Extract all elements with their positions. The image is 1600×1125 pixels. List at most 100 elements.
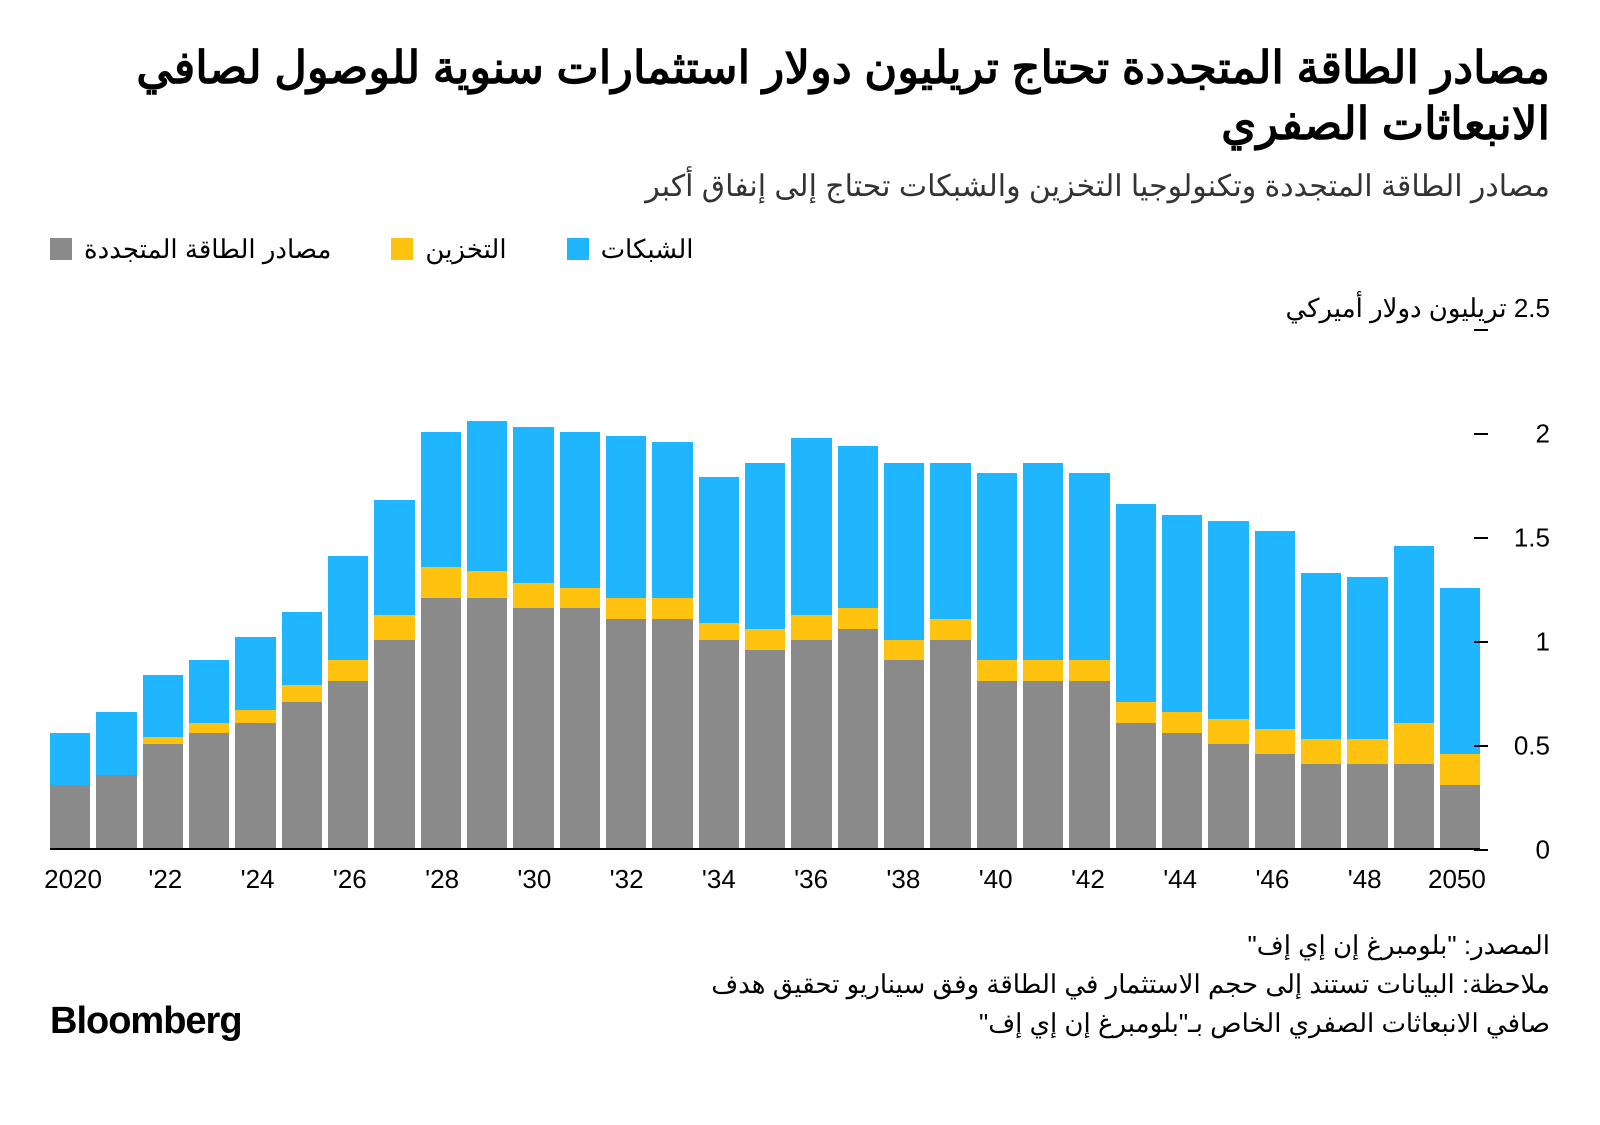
bar xyxy=(1440,588,1480,848)
bar-segment-storage xyxy=(513,583,553,608)
bar-segment-renewables xyxy=(745,650,785,848)
bar-segment-grids xyxy=(328,556,368,660)
bar-segment-storage xyxy=(1255,729,1295,754)
bar xyxy=(1347,577,1387,847)
bar-segment-storage xyxy=(1440,754,1480,785)
bar-segment-storage xyxy=(1394,723,1434,765)
bar-segment-storage xyxy=(838,608,878,629)
bar-segment-grids xyxy=(1116,504,1156,702)
bar-segment-grids xyxy=(652,442,692,598)
chart-area: 00.511.52 2020'22'24'26'28'30'32'34'36'3… xyxy=(50,330,1550,890)
bar-segment-storage xyxy=(282,685,322,702)
x-tick-label: '26 xyxy=(333,864,367,895)
bar-segment-grids xyxy=(791,438,831,615)
y-tick-mark xyxy=(1474,641,1488,643)
bar xyxy=(1208,521,1248,848)
bar xyxy=(930,463,970,848)
bar-segment-grids xyxy=(977,473,1017,660)
x-tick-label: '44 xyxy=(1163,864,1197,895)
bar-segment-grids xyxy=(745,463,785,629)
bar-segment-renewables xyxy=(1208,744,1248,848)
legend-label-storage: التخزين xyxy=(425,234,506,265)
bar-segment-renewables xyxy=(560,608,600,847)
bar-segment-storage xyxy=(652,598,692,619)
brand-logo: Bloomberg xyxy=(50,1000,242,1043)
bar xyxy=(606,436,646,848)
bar xyxy=(421,432,461,848)
bar-segment-storage xyxy=(1069,660,1109,681)
x-tick-label: '42 xyxy=(1071,864,1105,895)
bar-segment-renewables xyxy=(884,660,924,847)
x-tick-label: '48 xyxy=(1348,864,1382,895)
bar-segment-renewables xyxy=(513,608,553,847)
y-axis-unit-label: 2.5 تريليون دولار أميركي xyxy=(50,293,1550,324)
bar-segment-storage xyxy=(791,615,831,640)
legend-swatch-renewables xyxy=(50,238,72,260)
bar-segment-grids xyxy=(50,733,90,785)
bar-segment-grids xyxy=(282,612,322,685)
y-tick-label: 0.5 xyxy=(1490,730,1550,761)
y-tick-label: 1 xyxy=(1490,626,1550,657)
bar-segment-grids xyxy=(884,463,924,640)
y-tick-mark xyxy=(1474,433,1488,435)
bars-container xyxy=(50,330,1480,850)
bar-segment-storage xyxy=(606,598,646,619)
bar-segment-grids xyxy=(143,675,183,737)
bar xyxy=(1069,473,1109,847)
bar-segment-renewables xyxy=(1440,785,1480,847)
bar xyxy=(745,463,785,848)
bar xyxy=(1301,573,1341,848)
bar-segment-grids xyxy=(1440,588,1480,754)
y-tick-label: 2 xyxy=(1490,418,1550,449)
x-tick-label: '36 xyxy=(794,864,828,895)
bar xyxy=(189,660,229,847)
x-tick-label: '28 xyxy=(425,864,459,895)
x-tick-label: '32 xyxy=(610,864,644,895)
y-tick-mark xyxy=(1474,537,1488,539)
bar-segment-grids xyxy=(467,421,507,571)
legend-swatch-storage xyxy=(391,238,413,260)
bar-segment-storage xyxy=(699,623,739,640)
footer: Bloomberg المصدر: "بلومبرغ إن إي إف" ملا… xyxy=(50,926,1550,1043)
bar-segment-grids xyxy=(606,436,646,598)
y-tick-label: 0 xyxy=(1490,834,1550,865)
bar-segment-renewables xyxy=(421,598,461,848)
bar-segment-storage xyxy=(1162,712,1202,733)
bar xyxy=(282,612,322,847)
bar-segment-renewables xyxy=(699,640,739,848)
bar-segment-storage xyxy=(930,619,970,640)
bar-segment-storage xyxy=(374,615,414,640)
bar-segment-renewables xyxy=(143,744,183,848)
bar-segment-grids xyxy=(235,637,275,710)
bar-segment-storage xyxy=(189,723,229,733)
x-tick-label: '40 xyxy=(979,864,1013,895)
bar-segment-renewables xyxy=(652,619,692,848)
bar-segment-grids xyxy=(513,427,553,583)
bar-segment-renewables xyxy=(328,681,368,847)
x-tick-label: '38 xyxy=(886,864,920,895)
bar-segment-grids xyxy=(1301,573,1341,739)
bar-segment-grids xyxy=(1023,463,1063,661)
bar-segment-grids xyxy=(1347,577,1387,739)
bar xyxy=(513,427,553,847)
bar-segment-renewables xyxy=(1394,764,1434,847)
chart-subtitle: مصادر الطاقة المتجددة وتكنولوجيا التخزين… xyxy=(50,169,1550,204)
bar-segment-storage xyxy=(235,710,275,722)
plot-area xyxy=(50,330,1480,850)
bar-segment-renewables xyxy=(1347,764,1387,847)
bar xyxy=(235,637,275,847)
note-line: ملاحظة: البيانات تستند إلى حجم الاستثمار… xyxy=(650,965,1550,1043)
bar xyxy=(1116,504,1156,847)
bar xyxy=(467,421,507,847)
bar-segment-renewables xyxy=(374,640,414,848)
bar xyxy=(96,712,136,847)
bar-segment-renewables xyxy=(838,629,878,847)
bar-segment-grids xyxy=(421,432,461,567)
legend-swatch-grids xyxy=(567,238,589,260)
bar xyxy=(50,733,90,847)
y-tick-mark xyxy=(1474,329,1488,331)
bar xyxy=(143,675,183,848)
legend-label-grids: الشبكات xyxy=(601,234,694,265)
y-axis: 00.511.52 xyxy=(1480,330,1550,850)
legend-item-grids: الشبكات xyxy=(567,234,694,265)
